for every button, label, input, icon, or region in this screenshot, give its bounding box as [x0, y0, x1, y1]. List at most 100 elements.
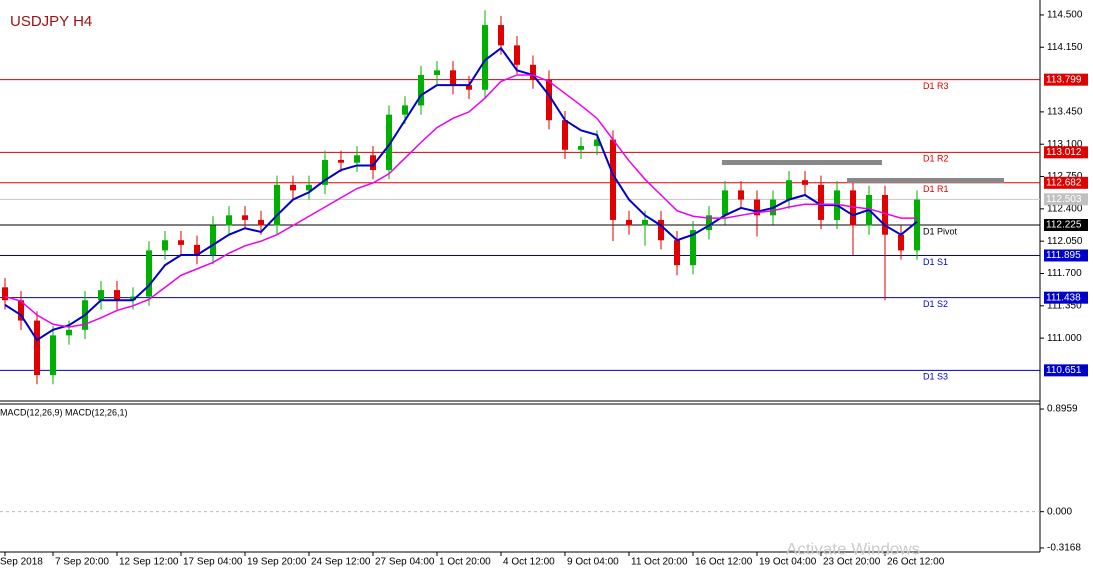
level-box — [1044, 176, 1088, 189]
candle-body — [754, 199, 760, 216]
candle-body — [194, 244, 200, 256]
x-tick-label: 4 Oct 12:00 — [503, 557, 555, 568]
candle-body — [322, 159, 328, 185]
candle-body — [418, 74, 424, 106]
candle-body — [162, 240, 168, 251]
y-tick-label: 114.150 — [1047, 42, 1083, 53]
candle-body — [738, 190, 744, 200]
drawn-resistance — [722, 160, 882, 165]
candle-body — [786, 180, 792, 200]
level-box — [1044, 291, 1088, 304]
candle-body — [482, 25, 488, 90]
candle-body — [226, 215, 232, 226]
macd-y-tick-label: 0.8959 — [1047, 404, 1078, 415]
level-price: 112.225 — [1046, 220, 1082, 231]
candle-body — [706, 215, 712, 231]
level-box — [1044, 219, 1088, 232]
candle-body — [290, 184, 296, 191]
candle-body — [306, 184, 312, 191]
candle-body — [530, 64, 536, 80]
moving-average — [4, 46, 918, 342]
y-tick-label: 111.000 — [1047, 333, 1082, 344]
x-tick-label: 7 Sep 20:00 — [55, 557, 109, 568]
candle-body — [514, 45, 520, 65]
candle-body — [338, 159, 344, 163]
indicator-title: MACD(12,26,9) MACD(12,26,1) — [0, 407, 128, 417]
x-tick-label: 9 Oct 04:00 — [567, 557, 619, 568]
x-tick-label: 17 Sep 04:00 — [183, 557, 243, 568]
x-tick-label: 12 Sep 12:00 — [119, 557, 179, 568]
candle-body — [242, 215, 248, 220]
level-box — [1044, 364, 1088, 377]
candle-body — [546, 79, 552, 121]
candle-body — [66, 329, 72, 336]
level-name: D1 S3 — [923, 372, 948, 382]
y-tick-label: 112.050 — [1047, 236, 1083, 247]
x-tick-label: 24 Sep 12:00 — [311, 557, 371, 568]
candle-body — [354, 155, 360, 163]
level-price: 112.682 — [1046, 177, 1082, 188]
candle-body — [370, 155, 376, 171]
candle-body — [690, 230, 696, 266]
candle-body — [578, 146, 584, 150]
level-price: 113.799 — [1046, 74, 1082, 85]
candle-body — [850, 190, 856, 226]
y-tick-label: 111.700 — [1047, 268, 1082, 279]
candle-body — [402, 105, 408, 115]
candle-body — [498, 25, 504, 46]
watermark: Activate Windows — [786, 539, 920, 558]
candle-body — [34, 320, 40, 376]
candle-body — [898, 234, 904, 251]
candle-body — [914, 199, 920, 251]
candle-body — [610, 139, 616, 220]
candle-body — [146, 250, 152, 297]
candle-body — [642, 219, 648, 226]
level-box — [1044, 73, 1088, 86]
candle-body — [130, 296, 136, 301]
macd-y-tick-label: 0.000 — [1047, 506, 1072, 517]
candle-body — [674, 240, 680, 266]
last-price-label: 112.503 — [1046, 194, 1082, 205]
level-price: 110.651 — [1046, 365, 1082, 376]
last-price-box — [1044, 193, 1088, 206]
level-price: 111.895 — [1046, 250, 1081, 261]
y-tick-label: 111.350 — [1047, 300, 1082, 311]
level-price: 113.012 — [1046, 147, 1082, 158]
candle-body — [386, 114, 392, 171]
level-name: D1 R1 — [923, 184, 949, 194]
candle-body — [450, 70, 456, 86]
candle-body — [722, 190, 728, 216]
level-name: D1 R3 — [923, 81, 949, 91]
x-tick-label: 27 Sep 04:00 — [375, 557, 435, 568]
candle-body — [658, 219, 664, 241]
moving-average — [4, 74, 917, 328]
candle-body — [18, 300, 24, 321]
y-tick-label: 113.450 — [1047, 107, 1083, 118]
candle-body — [258, 219, 264, 226]
level-price: 111.438 — [1046, 292, 1081, 303]
level-name: D1 S1 — [923, 257, 948, 267]
x-tick-label: 26 Oct 12:00 — [887, 557, 945, 568]
candle-body — [178, 240, 184, 245]
y-tick-label: 113.100 — [1047, 139, 1083, 150]
candle-body — [562, 120, 568, 150]
y-tick-label: 112.750 — [1047, 171, 1083, 182]
candle-body — [466, 85, 472, 90]
candle-body — [434, 70, 440, 75]
level-box — [1044, 146, 1088, 159]
drawn-resistance — [847, 178, 1004, 183]
x-tick-label: 1 Oct 20:00 — [439, 557, 491, 568]
candle-body — [626, 219, 632, 226]
level-name: D1 R2 — [923, 154, 949, 164]
y-tick-label: 114.500 — [1047, 10, 1083, 21]
x-tick-label: 11 Oct 20:00 — [631, 557, 688, 568]
y-tick-label: 112.400 — [1047, 203, 1083, 214]
candle-body — [2, 287, 8, 301]
x-tick-label: 19 Oct 04:00 — [759, 557, 817, 568]
level-name: D1 S2 — [923, 299, 948, 309]
x-tick-label: 19 Sep 20:00 — [247, 557, 307, 568]
chart-title: USDJPY H4 — [10, 13, 92, 30]
candle-body — [802, 180, 808, 185]
candle-body — [818, 184, 824, 220]
